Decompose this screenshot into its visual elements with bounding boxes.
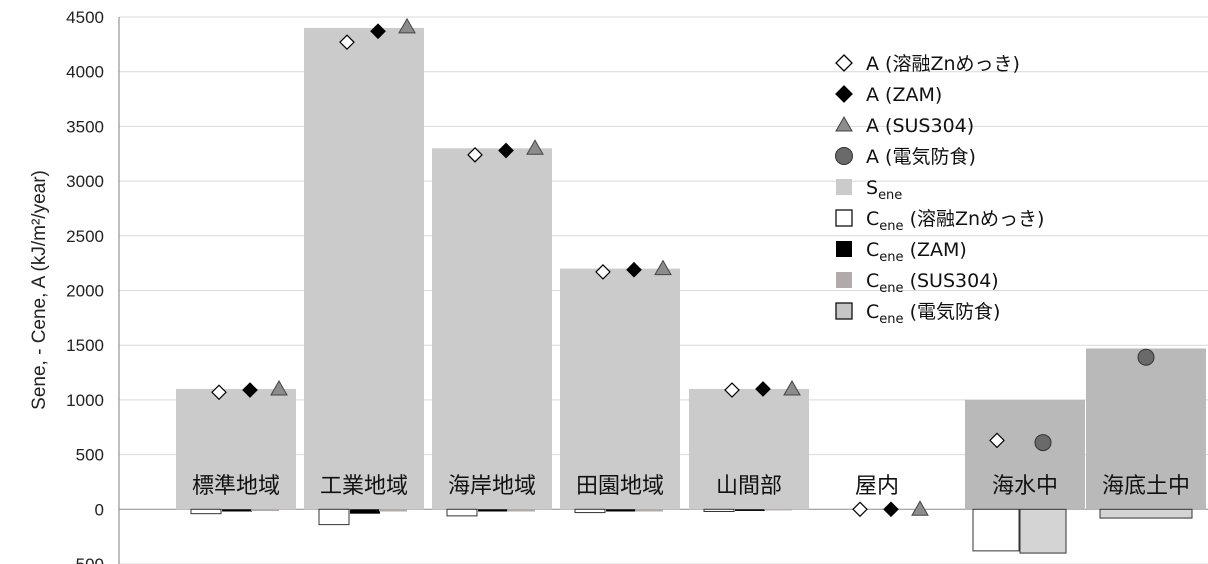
- a-zn-marker: [211, 384, 227, 401]
- cene-zam-bar: [222, 509, 252, 512]
- cene-sus-bar: [379, 509, 407, 512]
- bar-layer: [176, 27, 1206, 554]
- cene-zn-bar: [574, 508, 606, 514]
- cene-zam-bar: [735, 509, 765, 511]
- y-tick-label: 2000: [66, 282, 104, 301]
- y-tick-label: 0: [95, 500, 104, 519]
- cene-zam-bar: [606, 509, 636, 512]
- category-label: 海岸地域: [448, 474, 536, 499]
- legend-swatch: [835, 209, 853, 227]
- sene-bar: [560, 268, 680, 510]
- a-sus-marker: [526, 139, 544, 155]
- a-zn-marker: [595, 264, 611, 280]
- a-sus-marker: [911, 500, 929, 516]
- a-zn-marker: [724, 382, 740, 398]
- legend-label: Cene (SUS304): [866, 270, 999, 296]
- legend-swatch: [836, 179, 852, 195]
- y-tick-label: 4000: [66, 63, 104, 82]
- legend-label: A (ZAM): [866, 84, 942, 106]
- y-tick-label: 1000: [66, 391, 104, 410]
- cene-sus-bar: [251, 509, 279, 511]
- legend-swatch: [836, 272, 852, 288]
- y-tick-label: 1500: [66, 336, 104, 355]
- cene-zn-bar: [446, 508, 478, 517]
- a-cp-marker: [1034, 434, 1052, 452]
- sene-bar: [304, 27, 424, 510]
- legend-label: Cene (電気防食): [866, 301, 1000, 327]
- a-zn-marker: [852, 501, 868, 518]
- legend-label: Cene (ZAM): [866, 239, 967, 265]
- legend-swatch: [835, 85, 853, 103]
- y-tick-label: 3000: [66, 172, 104, 191]
- a-zn-marker: [339, 34, 355, 51]
- category-label: 屋内: [855, 474, 899, 499]
- cene-sus-bar: [635, 509, 663, 512]
- legend-label: Cene (溶融Znめっき): [866, 208, 1044, 234]
- a-sus-marker: [654, 259, 672, 276]
- y-tick-label: 3500: [66, 117, 104, 136]
- a-sus-marker: [783, 379, 801, 396]
- legend: A (溶融Znめっき)A (ZAM)A (SUS304)A (電気防食)Sene…: [835, 53, 1044, 327]
- a-zam-marker: [370, 23, 386, 40]
- category-label: 工業地域: [320, 474, 408, 499]
- marker-layer: [211, 17, 1155, 518]
- cene-zn-bar: [703, 508, 735, 512]
- a-zn-marker: [989, 432, 1005, 449]
- legend-swatch: [835, 147, 853, 165]
- legend-swatch: [835, 302, 853, 320]
- cene-zn-bar: [972, 508, 1020, 552]
- cene-sus-bar: [764, 509, 792, 511]
- cene-zn-bar: [190, 508, 222, 515]
- cene-zam-bar: [478, 509, 508, 512]
- cene-sus-bar: [507, 509, 535, 512]
- legend-swatch: [835, 115, 853, 132]
- sene-bar: [1086, 348, 1206, 510]
- a-zn-marker: [467, 146, 483, 163]
- a-sus-marker: [398, 17, 416, 34]
- category-label: 山間部: [716, 474, 782, 499]
- category-label: 標準地域: [192, 474, 280, 499]
- a-zam-marker: [883, 501, 899, 518]
- cene-cp-bar: [1099, 508, 1193, 519]
- a-zam-marker: [242, 382, 258, 398]
- a-zam-marker: [755, 381, 771, 397]
- legend-label: A (溶融Znめっき): [866, 53, 1020, 75]
- cene-zn-bar: [318, 508, 350, 526]
- legend-swatch: [835, 54, 853, 72]
- a-sus-marker: [270, 379, 288, 396]
- cene-zam-bar: [350, 509, 380, 514]
- a-cp-marker: [1137, 348, 1155, 366]
- y-tick-label: -500: [70, 555, 104, 564]
- category-label: 田園地域: [576, 474, 664, 499]
- cene-cp-bar: [1019, 508, 1067, 554]
- y-tick-label: 2500: [66, 227, 104, 246]
- category-label: 海水中: [992, 474, 1058, 499]
- sene-bar: [176, 388, 296, 510]
- sene-bar: [965, 399, 1085, 510]
- legend-label: A (SUS304): [866, 115, 974, 137]
- legend-swatch: [836, 241, 852, 257]
- legend-label: A (電気防食): [866, 146, 976, 168]
- y-axis-label: Sene, - Cene, A (kJ/m²/year): [29, 170, 50, 410]
- a-zam-marker: [498, 142, 514, 159]
- y-tick-labels: 4500 4000 3500 3000 2500 2000 1500 1000 500 0 -500: [66, 8, 104, 564]
- category-labels: 標準地域 工業地域 海岸地域 田園地域 山間部 屋内 海水中 海底土中: [192, 474, 1190, 499]
- y-tick-label: 500: [76, 446, 104, 465]
- category-label: 海底土中: [1102, 474, 1190, 499]
- y-tick-label: 4500: [66, 8, 104, 27]
- sene-bar: [432, 148, 552, 510]
- a-zam-marker: [626, 261, 642, 278]
- sene-bar: [689, 388, 809, 510]
